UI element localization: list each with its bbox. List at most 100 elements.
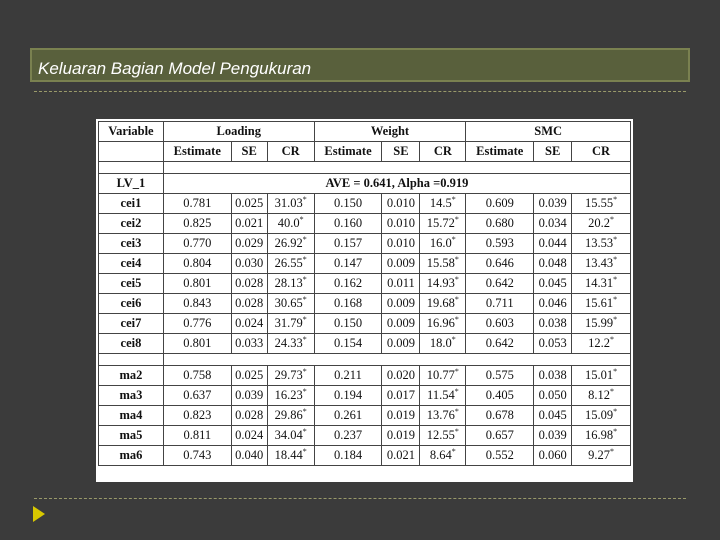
- significance-mark: *: [302, 386, 307, 396]
- cell-lse: 0.030: [230, 253, 268, 274]
- top-divider: [34, 91, 686, 92]
- table-row: ma3 0.637 0.039 16.23* 0.194 0.017 11.54* 0.405…: [98, 385, 631, 406]
- row-variable: ma4: [98, 405, 164, 426]
- significance-mark: *: [454, 366, 459, 376]
- cell-se: 0.711: [465, 293, 535, 314]
- significance-mark: *: [610, 334, 614, 344]
- significance-mark: *: [302, 274, 307, 284]
- cell-lcr: 29.73*: [266, 365, 315, 386]
- table-row: cei7 0.776 0.024 31.79* 0.150 0.009 16.96* 0.60…: [98, 313, 631, 334]
- table-body: LV_1 AVE = 0.641, Alpha =0.919 cei1 0.781…: [98, 161, 632, 466]
- row-variable: cei1: [98, 193, 164, 214]
- cell-sse: 0.045: [533, 273, 573, 294]
- cell-scr: 15.01*: [571, 365, 631, 386]
- cell-sse: 0.050: [533, 385, 573, 406]
- significance-mark: *: [454, 294, 459, 304]
- cell-lse: 0.024: [230, 313, 268, 334]
- significance-mark: *: [454, 386, 459, 396]
- row-variable: ma2: [98, 365, 164, 386]
- cell-we: 0.150: [313, 193, 383, 214]
- bottom-divider: [34, 498, 686, 499]
- significance-mark: *: [613, 294, 618, 304]
- row-variable: cei5: [98, 273, 164, 294]
- cell-wse: 0.009: [381, 253, 421, 274]
- header-blank: [98, 141, 164, 162]
- cell-wcr: 12.55*: [419, 425, 467, 446]
- cell-scr: 13.43*: [571, 253, 631, 274]
- cell-lcr: 34.04*: [266, 425, 315, 446]
- cell-scr: 15.55*: [571, 193, 631, 214]
- cell-wse: 0.020: [381, 365, 421, 386]
- cell-we: 0.194: [313, 385, 383, 406]
- cell-sse: 0.039: [533, 193, 573, 214]
- cell-lcr: 31.03*: [266, 193, 315, 214]
- significance-mark: *: [302, 406, 307, 416]
- slide-title-bar: Keluaran Bagian Model Pengukuran: [30, 48, 690, 82]
- cell-sse: 0.034: [533, 213, 573, 234]
- significance-mark: *: [302, 194, 307, 204]
- sub-header: SE: [533, 141, 573, 162]
- cell-wse: 0.011: [381, 273, 421, 294]
- cell-le: 0.758: [162, 365, 232, 386]
- row-variable: cei2: [98, 213, 164, 234]
- cell-lse: 0.025: [230, 365, 268, 386]
- cell-le: 0.811: [162, 425, 232, 446]
- cell-we: 0.160: [313, 213, 383, 234]
- cell-le: 0.801: [162, 333, 232, 354]
- row-variable: cei4: [98, 253, 164, 274]
- cell-le: 0.801: [162, 273, 232, 294]
- cell-le: 0.843: [162, 293, 232, 314]
- cell-we: 0.150: [313, 313, 383, 334]
- sub-header: CR: [419, 141, 467, 162]
- spacer-row: [98, 353, 632, 366]
- cell-se: 0.575: [465, 365, 535, 386]
- significance-mark: *: [613, 254, 618, 264]
- cell-wcr: 11.54*: [419, 385, 467, 406]
- row-variable: ma3: [98, 385, 164, 406]
- cell-we: 0.154: [313, 333, 383, 354]
- significance-mark: *: [302, 234, 307, 244]
- cell-sse: 0.038: [533, 365, 573, 386]
- cell-sse: 0.045: [533, 405, 573, 426]
- sub-header: Estimate: [162, 141, 232, 162]
- sub-header: SE: [381, 141, 421, 162]
- cell-we: 0.184: [313, 445, 383, 466]
- cell-wcr: 15.58*: [419, 253, 467, 274]
- cell-sse: 0.038: [533, 313, 573, 334]
- cell-wcr: 10.77*: [419, 365, 467, 386]
- cell-se: 0.680: [465, 213, 535, 234]
- cell-se: 0.405: [465, 385, 535, 406]
- cell-we: 0.157: [313, 233, 383, 254]
- significance-mark: *: [454, 426, 459, 436]
- row-variable: cei6: [98, 293, 164, 314]
- cell-lse: 0.025: [230, 193, 268, 214]
- row-variable: ma5: [98, 425, 164, 446]
- significance-mark: *: [299, 214, 304, 224]
- results-table-image: Variable Loading Weight SMC Estimate SE …: [96, 119, 633, 482]
- cell-wse: 0.021: [381, 445, 421, 466]
- cell-se: 0.552: [465, 445, 535, 466]
- table-row: cei1 0.781 0.025 31.03* 0.150 0.010 14.5* 0.609…: [98, 193, 631, 214]
- cell-scr: 8.12*: [571, 385, 631, 406]
- cell-wse: 0.010: [381, 193, 421, 214]
- cell-wcr: 19.68*: [419, 293, 467, 314]
- cell-scr: 14.31*: [571, 273, 631, 294]
- table-row: ma4 0.823 0.028 29.86* 0.261 0.019 13.76* 0.678…: [98, 405, 631, 426]
- cell-scr: 15.61*: [571, 293, 631, 314]
- significance-mark: *: [613, 274, 618, 284]
- cell-scr: 15.99*: [571, 313, 631, 334]
- cell-le: 0.743: [162, 445, 232, 466]
- cell-scr: 13.53*: [571, 233, 631, 254]
- sub-header-row: Estimate SE CR Estimate SE CR Estimate S…: [98, 141, 631, 162]
- cell-lcr: 18.44*: [266, 445, 315, 466]
- cell-le: 0.776: [162, 313, 232, 334]
- cell-lcr: 24.33*: [266, 333, 315, 354]
- cell-le: 0.781: [162, 193, 232, 214]
- cell-scr: 9.27*: [571, 445, 631, 466]
- sub-header: Estimate: [313, 141, 383, 162]
- significance-mark: *: [302, 294, 307, 304]
- cell-scr: 16.98*: [571, 425, 631, 446]
- significance-mark: *: [610, 386, 614, 396]
- cell-wcr: 18.0*: [419, 333, 467, 354]
- table-row: cei5 0.801 0.028 28.13* 0.162 0.011 14.93* 0.64…: [98, 273, 631, 294]
